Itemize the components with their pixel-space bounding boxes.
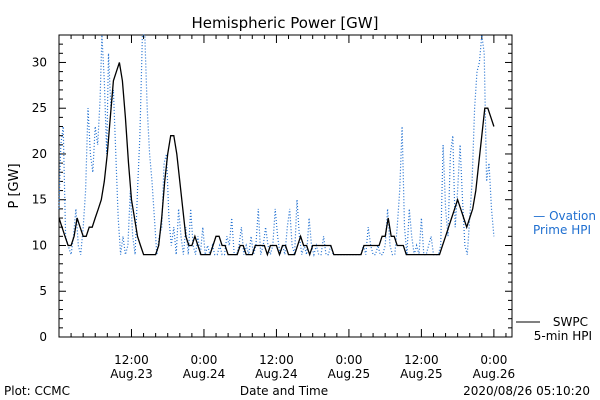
- x-tick-date-label: Aug.25: [328, 367, 371, 381]
- y-tick-label: 10: [32, 238, 47, 252]
- x-tick-date-label: Aug.24: [183, 367, 226, 381]
- y-tick-label: 30: [32, 55, 47, 69]
- y-tick-label: 0: [39, 330, 47, 344]
- legend-ovation-line-1: — Ovation: [533, 209, 596, 223]
- y-axis-label: P [GW]: [7, 163, 22, 208]
- chart-title: Hemispheric Power [GW]: [192, 14, 379, 32]
- x-tick-date-label: Aug.24: [255, 367, 298, 381]
- x-tick-time-label: 0:00: [480, 353, 507, 367]
- x-axis-label: Date and Time: [240, 384, 328, 398]
- legend-swpc-line-2: 5-min HPI: [534, 329, 592, 343]
- y-tick-label: 5: [39, 284, 47, 298]
- plot-credit: Plot: CCMC: [4, 384, 70, 398]
- legend-swpc-line-1: SWPC: [553, 315, 588, 329]
- legend-swpc: SWPC 5-min HPI: [534, 315, 592, 343]
- legend-ovation: — Ovation Prime HPI: [533, 209, 596, 237]
- ovation-prime-series-line: [58, 34, 495, 257]
- plot-timestamp: 2020/08/26 05:10:20: [463, 384, 590, 398]
- legend-ovation-line-2: Prime HPI: [533, 223, 591, 237]
- x-tick-date-label: Aug.23: [110, 367, 153, 381]
- x-tick-date-label: Aug.25: [400, 367, 443, 381]
- x-tick-date-label: Aug.26: [473, 367, 516, 381]
- x-tick-time-label: 0:00: [335, 353, 362, 367]
- x-axis: 12:00Aug.230:00Aug.2412:00Aug.240:00Aug.…: [58, 35, 516, 381]
- x-tick-time-label: 12:00: [259, 353, 294, 367]
- x-tick-time-label: 12:00: [404, 353, 439, 367]
- plot-area: [58, 34, 495, 257]
- plot-frame: [58, 34, 513, 338]
- x-tick-time-label: 0:00: [190, 353, 217, 367]
- y-tick-label: 15: [32, 193, 47, 207]
- x-tick-time-label: 12:00: [114, 353, 149, 367]
- y-axis: 0 5 10 15 20 25 30: [32, 34, 512, 344]
- y-tick-label: 20: [32, 147, 47, 161]
- y-tick-label: 25: [32, 101, 47, 115]
- swpc-series-line: [58, 62, 495, 257]
